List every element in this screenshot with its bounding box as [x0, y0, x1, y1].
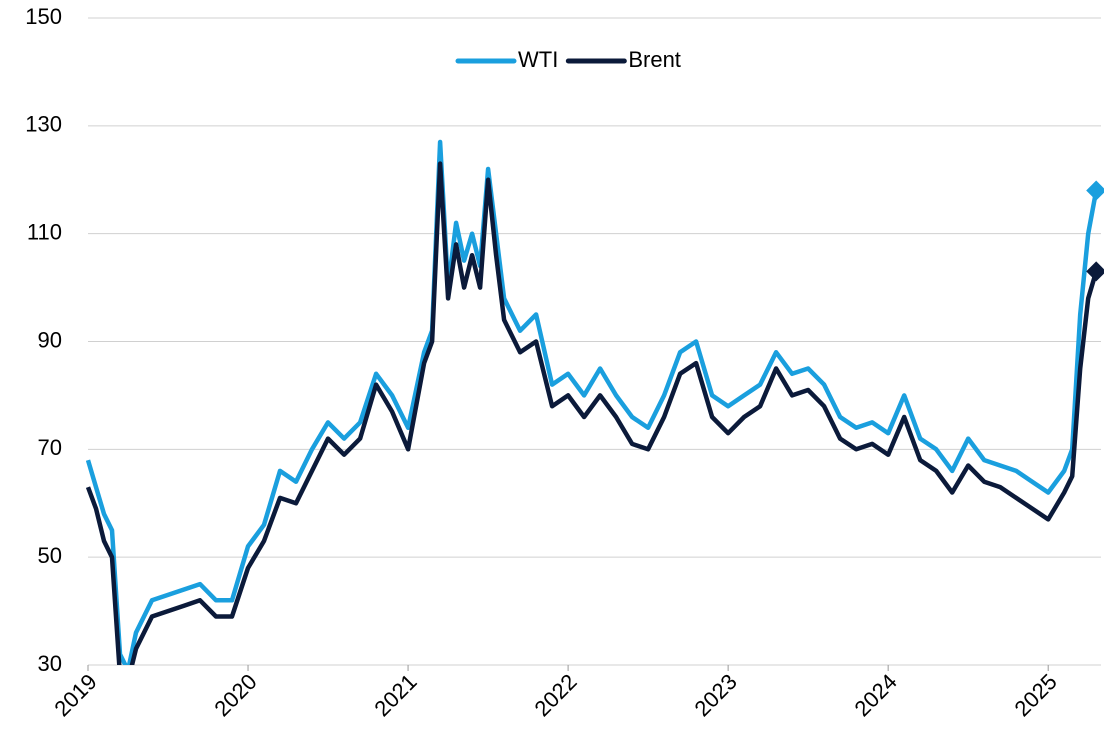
x-tick-label: 2020 [209, 669, 261, 721]
end-marker [1086, 261, 1104, 282]
y-tick-label: 150 [25, 4, 62, 29]
x-tick-label: 2019 [49, 669, 101, 721]
legend-label: WTI [518, 47, 558, 72]
x-tick-label: 2021 [369, 669, 421, 721]
y-tick-label: 110 [27, 219, 62, 244]
y-tick-label: 50 [38, 543, 62, 568]
y-tick-label: 30 [38, 651, 62, 676]
end-marker [1086, 180, 1104, 201]
series-line [86, 139, 1099, 665]
x-tick-label: 2024 [850, 669, 902, 721]
series-line [86, 161, 1099, 665]
plot-area [86, 139, 1099, 665]
x-tick-label: 2022 [529, 669, 581, 721]
y-tick-label: 130 [25, 112, 62, 137]
legend-label: Brent [628, 47, 681, 72]
x-tick-label: 2023 [689, 669, 741, 721]
y-tick-label: 70 [38, 435, 62, 460]
x-tick-label: 2025 [1010, 669, 1062, 721]
y-tick-label: 90 [38, 327, 62, 352]
